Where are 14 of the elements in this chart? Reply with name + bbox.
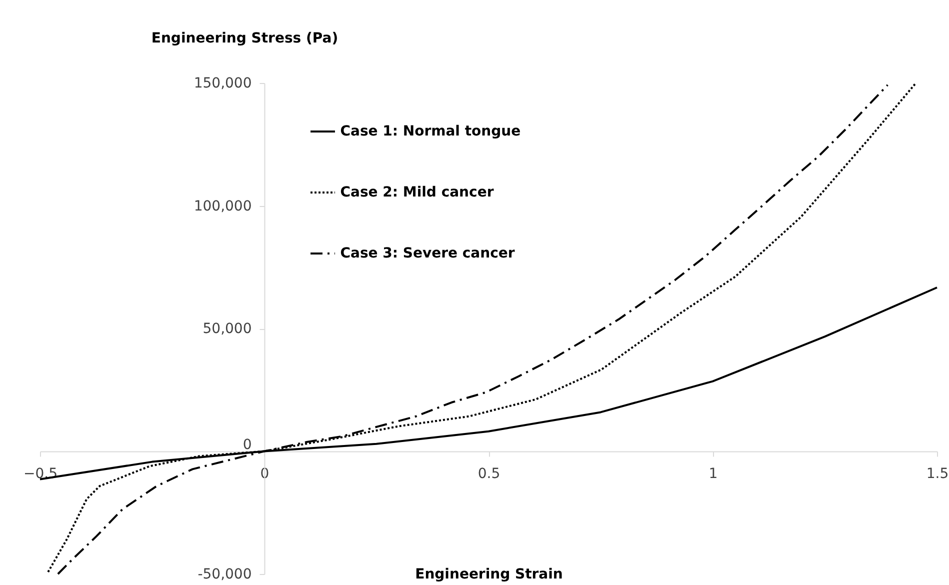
y-tick-label: 50,000 <box>202 321 252 337</box>
legend-label: Case 2: Mild cancer <box>340 184 494 200</box>
legend-label: Case 1: Normal tongue <box>340 124 521 140</box>
y-tick-label: 100,000 <box>194 198 252 214</box>
x-tick-label: 1.5 <box>926 466 949 482</box>
y-tick-label: -50,000 <box>198 566 252 582</box>
y-tick-label: 150,000 <box>194 76 252 92</box>
x-tick-label: 0 <box>260 466 270 482</box>
legend-label: Case 3: Severe cancer <box>340 246 515 262</box>
x-tick-label: 1 <box>708 466 718 482</box>
y-tick-label: 0 <box>242 436 252 453</box>
x-tick-label: 0.5 <box>478 466 500 482</box>
x-axis-title: Engineering Strain <box>415 566 563 582</box>
y-axis-title: Engineering Stress (Pa) <box>151 30 338 46</box>
